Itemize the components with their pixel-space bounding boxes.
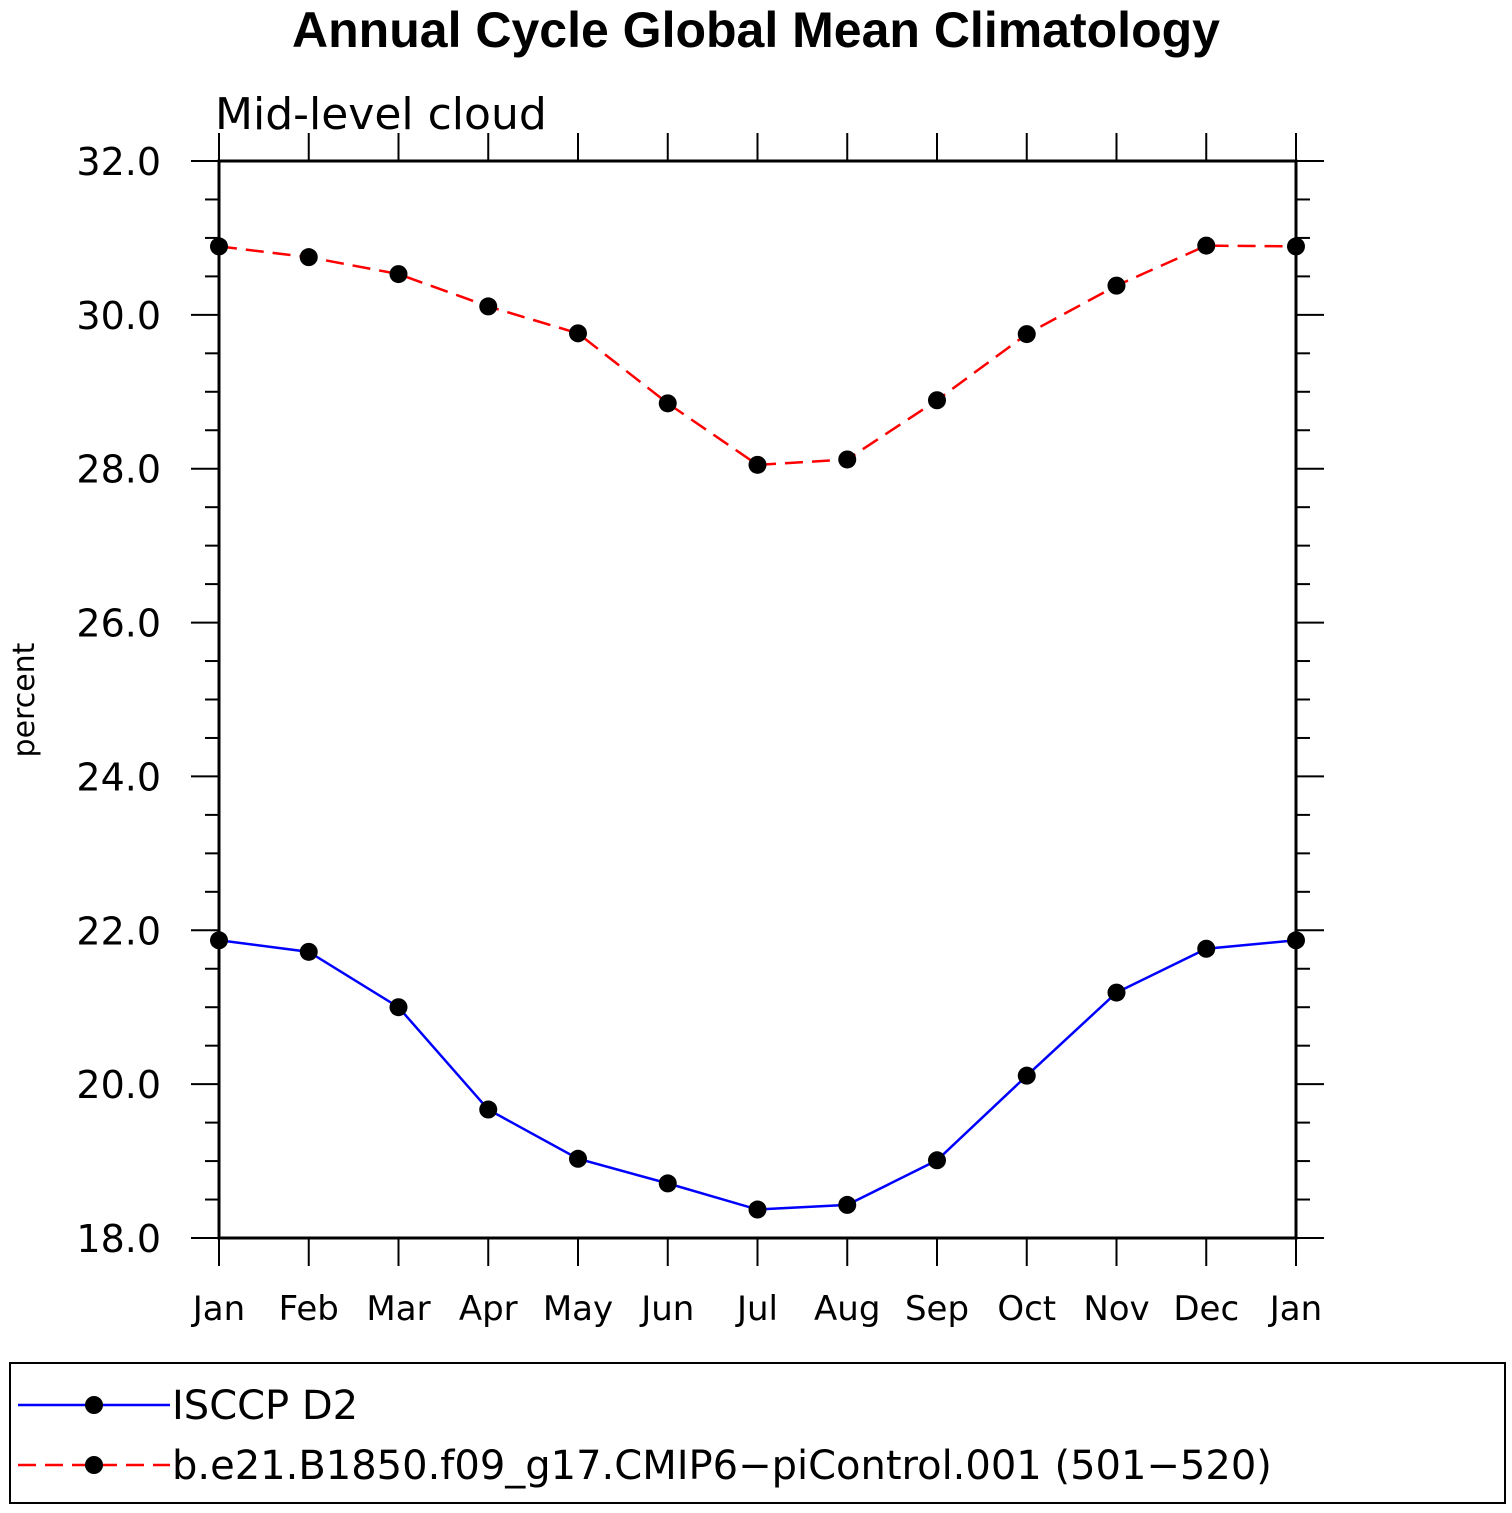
data-point bbox=[299, 942, 318, 961]
data-point bbox=[1197, 236, 1216, 255]
series-layer bbox=[210, 236, 1305, 1219]
data-point bbox=[389, 265, 408, 284]
x-tick-label: Jul bbox=[735, 1289, 778, 1329]
legend-items: ISCCP D2 b.e21.B1850.f09_g17.CMIP6−piCont… bbox=[18, 1383, 1272, 1489]
x-tick-label: Sep bbox=[905, 1289, 969, 1329]
x-tick-label: Jun bbox=[639, 1289, 694, 1329]
x-tick-label: May bbox=[543, 1289, 613, 1329]
legend-frame bbox=[9, 1362, 1506, 1504]
y-tick-label: 22.0 bbox=[76, 909, 161, 953]
y-tick-label: 30.0 bbox=[76, 294, 161, 338]
y-tick-label: 20.0 bbox=[76, 1063, 161, 1107]
data-point bbox=[1107, 983, 1126, 1002]
y-tick-label: 24.0 bbox=[76, 755, 161, 799]
data-point bbox=[569, 324, 587, 343]
series-line bbox=[218, 244, 1297, 467]
legend-entry: b.e21.B1850.f09_g17.CMIP6−piControl.001 … bbox=[18, 1443, 1272, 1489]
chart-subtitle: Mid-level cloud bbox=[215, 89, 547, 140]
data-point bbox=[1197, 939, 1216, 958]
legend: ISCCP D2 b.e21.B1850.f09_g17.CMIP6−piCont… bbox=[9, 1362, 1506, 1504]
legend-marker bbox=[85, 1456, 103, 1474]
data-point bbox=[838, 1195, 857, 1214]
data-point bbox=[838, 450, 857, 469]
legend-label: b.e21.B1850.f09_g17.CMIP6−piControl.001 … bbox=[172, 1443, 1272, 1489]
series-1 bbox=[210, 931, 1305, 1219]
data-point bbox=[1107, 276, 1126, 295]
series-2 bbox=[210, 236, 1305, 474]
legend-marker bbox=[85, 1396, 103, 1414]
y-tick-label: 26.0 bbox=[76, 602, 161, 646]
data-point bbox=[1287, 237, 1305, 256]
x-tick-label: Feb bbox=[279, 1289, 339, 1329]
data-point bbox=[1017, 1066, 1036, 1085]
x-tick-label: Jan bbox=[191, 1289, 245, 1329]
plot-frame bbox=[217, 159, 1298, 1240]
y-tick-label: 18.0 bbox=[76, 1217, 161, 1261]
chart-title: Annual Cycle Global Mean Climatology bbox=[292, 2, 1220, 58]
x-tick-label: Apr bbox=[459, 1289, 518, 1329]
data-point bbox=[748, 455, 767, 474]
data-point bbox=[928, 1151, 946, 1170]
y-tick-label: 32.0 bbox=[76, 140, 161, 184]
y-tick-label: 28.0 bbox=[76, 448, 161, 492]
data-point bbox=[479, 297, 498, 316]
data-point bbox=[658, 394, 677, 413]
axis-ticks: 18.0 20.0 22.0 24.0 26.0 28.0 30.0 32.0 Jan Feb Ma… bbox=[76, 133, 1324, 1329]
data-point bbox=[569, 1149, 587, 1168]
data-point bbox=[1017, 325, 1036, 344]
data-point bbox=[210, 237, 228, 256]
data-point bbox=[928, 391, 946, 410]
x-tick-label: Mar bbox=[366, 1289, 430, 1329]
data-point bbox=[479, 1100, 498, 1119]
x-tick-label: Nov bbox=[1083, 1289, 1149, 1329]
x-tick-label: Aug bbox=[814, 1289, 880, 1329]
x-tick-label: Jan bbox=[1268, 1289, 1322, 1329]
data-point bbox=[1287, 931, 1305, 950]
x-tick-label: Dec bbox=[1173, 1289, 1239, 1329]
data-point bbox=[210, 931, 228, 950]
legend-entry: ISCCP D2 bbox=[18, 1383, 358, 1429]
data-point bbox=[748, 1200, 767, 1219]
x-tick-label: Oct bbox=[997, 1289, 1056, 1329]
data-point bbox=[389, 998, 408, 1017]
legend-label: ISCCP D2 bbox=[172, 1383, 358, 1429]
data-point bbox=[658, 1174, 677, 1193]
data-point bbox=[299, 248, 318, 267]
series-line bbox=[218, 939, 1297, 1211]
y-axis-label: percent bbox=[7, 642, 42, 757]
